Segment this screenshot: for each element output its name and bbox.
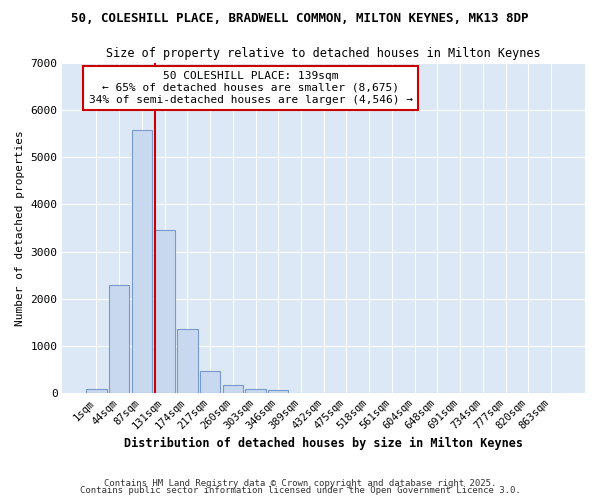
Y-axis label: Number of detached properties: Number of detached properties: [15, 130, 25, 326]
X-axis label: Distribution of detached houses by size in Milton Keynes: Distribution of detached houses by size …: [124, 437, 523, 450]
Title: Size of property relative to detached houses in Milton Keynes: Size of property relative to detached ho…: [106, 48, 541, 60]
Bar: [245, 388, 266, 393]
Text: Contains public sector information licensed under the Open Government Licence 3.: Contains public sector information licen…: [80, 486, 520, 495]
Bar: [109, 284, 130, 393]
Text: Contains HM Land Registry data © Crown copyright and database right 2025.: Contains HM Land Registry data © Crown c…: [104, 478, 496, 488]
Bar: [177, 330, 197, 393]
Text: 50, COLESHILL PLACE, BRADWELL COMMON, MILTON KEYNES, MK13 8DP: 50, COLESHILL PLACE, BRADWELL COMMON, MI…: [71, 12, 529, 26]
Bar: [131, 130, 152, 393]
Bar: [200, 371, 220, 393]
Bar: [154, 230, 175, 393]
Bar: [223, 385, 243, 393]
Bar: [268, 390, 289, 393]
Bar: [86, 390, 107, 393]
Text: 50 COLESHILL PLACE: 139sqm
← 65% of detached houses are smaller (8,675)
34% of s: 50 COLESHILL PLACE: 139sqm ← 65% of deta…: [89, 72, 413, 104]
